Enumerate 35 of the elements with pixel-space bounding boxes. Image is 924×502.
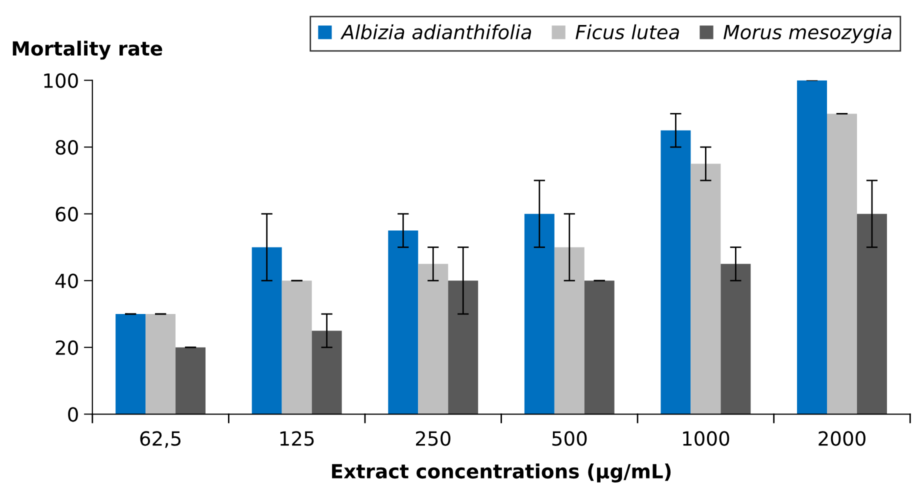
- bar: [856, 214, 887, 414]
- bar: [584, 280, 614, 414]
- x-tick-label: 500: [552, 431, 587, 446]
- bar: [418, 264, 448, 414]
- bar: [282, 280, 312, 414]
- bar: [146, 314, 176, 414]
- bar: [388, 230, 418, 414]
- bar: [690, 164, 721, 414]
- x-axis-title: Extract concentrations (µg/mL): [332, 464, 671, 482]
- bar: [116, 314, 146, 414]
- y-tick-label: 0: [68, 407, 78, 422]
- legend-label: Ficus lutea: [576, 24, 679, 40]
- bar: [524, 214, 554, 414]
- y-axis-title: Mortality rate: [12, 40, 162, 60]
- legend-label: Morus mesozygia: [724, 24, 892, 44]
- bar: [312, 330, 342, 414]
- y-tick-label: 40: [55, 274, 78, 288]
- y-tick-label: 60: [56, 206, 78, 222]
- bar: [176, 347, 206, 414]
- bar: [252, 247, 282, 414]
- bar: [554, 247, 584, 414]
- bar: [797, 80, 828, 414]
- y-tick-label: 100: [44, 73, 78, 88]
- legend-label: Albizia adianthifolia: [340, 24, 532, 40]
- bar: [827, 114, 857, 414]
- y-tick-label: 80: [56, 140, 78, 155]
- x-tick-label: 2000: [818, 431, 866, 446]
- x-tick-label: 62,5: [140, 431, 180, 448]
- bar: [660, 130, 691, 414]
- y-tick-label: 20: [56, 340, 78, 356]
- bar: [448, 280, 478, 414]
- x-tick-label: 125: [280, 431, 314, 446]
- bar: [720, 264, 751, 414]
- x-tick-label: 1000: [683, 431, 730, 446]
- x-tick-label: 250: [416, 431, 450, 446]
